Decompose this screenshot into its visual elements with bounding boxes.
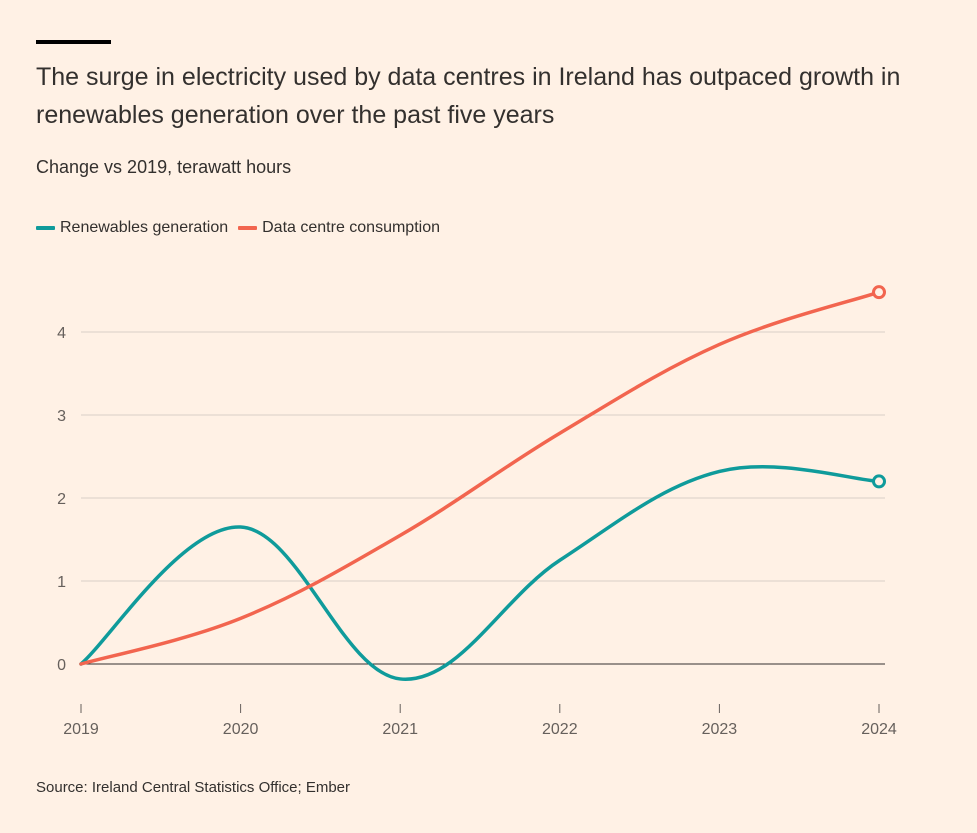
legend-swatch-renewables — [36, 226, 55, 230]
x-axis-ticks: 2019 2020 2021 2022 2023 2024 — [63, 704, 897, 738]
x-tick-label: 2022 — [542, 721, 578, 738]
end-markers — [872, 285, 886, 489]
legend-label-data-centres: Data centre consumption — [262, 219, 440, 236]
x-tick-label: 2024 — [861, 721, 897, 738]
legend-swatch-data-centres — [238, 226, 258, 230]
chart-legend: Renewables generation Data centre consum… — [36, 219, 450, 237]
end-marker-data-centre-consumption — [872, 285, 886, 300]
x-tick-label: 2023 — [702, 721, 738, 738]
x-tick-label: 2021 — [382, 721, 418, 738]
x-tick-label: 2020 — [223, 721, 259, 738]
y-tick-label: 3 — [57, 408, 66, 425]
chart-title: The surge in electricity used by data ce… — [36, 63, 901, 129]
legend-item-data-centres: Data centre consumption — [238, 219, 440, 237]
chart-subtitle: Change vs 2019, terawatt hours — [36, 157, 292, 177]
y-tick-label: 2 — [57, 491, 66, 508]
series-line-data-centre-consumption — [79, 290, 881, 666]
y-tick-label: 4 — [57, 325, 66, 342]
legend-label-renewables: Renewables generation — [60, 219, 229, 236]
y-axis-ticks: 0 1 2 3 4 — [57, 325, 66, 674]
series-lines — [79, 290, 881, 681]
x-tick-label: 2019 — [63, 721, 99, 738]
y-tick-label: 0 — [57, 657, 66, 674]
source-note: Source: Ireland Central Statistics Offic… — [36, 779, 351, 796]
legend-item-renewables: Renewables generation — [36, 219, 228, 237]
title-accent-rule — [36, 40, 111, 44]
end-marker-renewables-generation — [872, 474, 886, 489]
gridlines — [81, 331, 885, 665]
series-line-renewables-generation — [79, 465, 881, 681]
y-tick-label: 1 — [57, 574, 66, 591]
